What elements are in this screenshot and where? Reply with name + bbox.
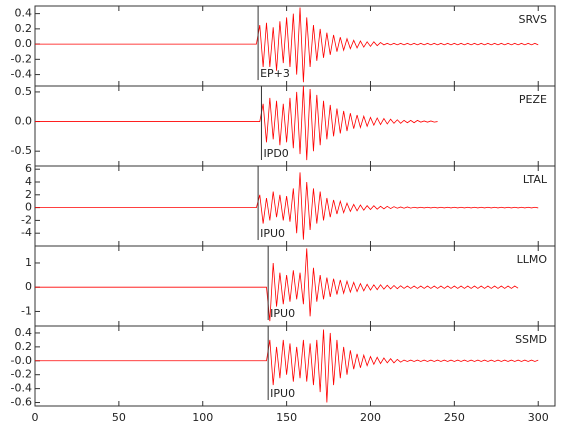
- station-label: LTAL: [523, 173, 548, 186]
- x-tick-label: 150: [276, 411, 297, 424]
- waveform: [35, 85, 438, 161]
- station-label: SSMD: [515, 333, 547, 346]
- y-tick-label: 0: [25, 280, 32, 293]
- waveform: [35, 7, 539, 83]
- y-tick-label: 4: [25, 175, 32, 188]
- y-tick-label: -4: [21, 226, 32, 239]
- y-tick-label: 0.5: [15, 85, 33, 98]
- y-tick-label: -0.2: [11, 52, 32, 65]
- y-tick-label: 1: [25, 256, 32, 269]
- y-tick-label: 0.0: [15, 37, 33, 50]
- y-tick-label: 6: [25, 162, 32, 175]
- y-tick-label: 0.2: [15, 22, 33, 35]
- waveform: [35, 248, 519, 322]
- x-tick-label: 0: [32, 411, 39, 424]
- pick-label: IPU0: [270, 387, 295, 400]
- station-label: LLMO: [517, 253, 548, 266]
- x-tick-label: 50: [112, 411, 126, 424]
- y-tick-label: 0.2: [15, 340, 33, 353]
- y-tick-label: -2: [21, 213, 32, 226]
- y-tick-label: -0.6: [11, 396, 32, 409]
- y-tick-label: -0.5: [11, 144, 32, 157]
- pick-label: IPU0: [270, 307, 295, 320]
- y-tick-label: -0.4: [11, 68, 32, 81]
- y-tick-label: -0.0: [11, 354, 32, 367]
- y-tick-label: 2: [25, 188, 32, 201]
- y-tick-label: 0: [25, 201, 32, 214]
- x-tick-label: 200: [360, 411, 381, 424]
- station-label: PEZE: [519, 93, 547, 106]
- pick-label: IPD0: [263, 147, 288, 160]
- waveform: [35, 329, 539, 403]
- y-tick-label: -0.2: [11, 368, 32, 381]
- y-tick-label: 0.4: [15, 7, 33, 20]
- y-tick-label: -0.4: [11, 382, 32, 395]
- pick-label: EP+3: [260, 67, 290, 80]
- station-label: SRVS: [518, 13, 547, 26]
- x-tick-label: 300: [528, 411, 549, 424]
- panel-frame: [34, 325, 556, 407]
- waveform: [35, 172, 539, 240]
- pick-label: IPU0: [260, 227, 285, 240]
- y-tick-label: 0.4: [15, 326, 33, 339]
- x-tick-label: 100: [192, 411, 213, 424]
- y-tick-label: -1: [21, 304, 32, 317]
- x-tick-label: 250: [444, 411, 465, 424]
- y-tick-label: 0.0: [15, 115, 33, 128]
